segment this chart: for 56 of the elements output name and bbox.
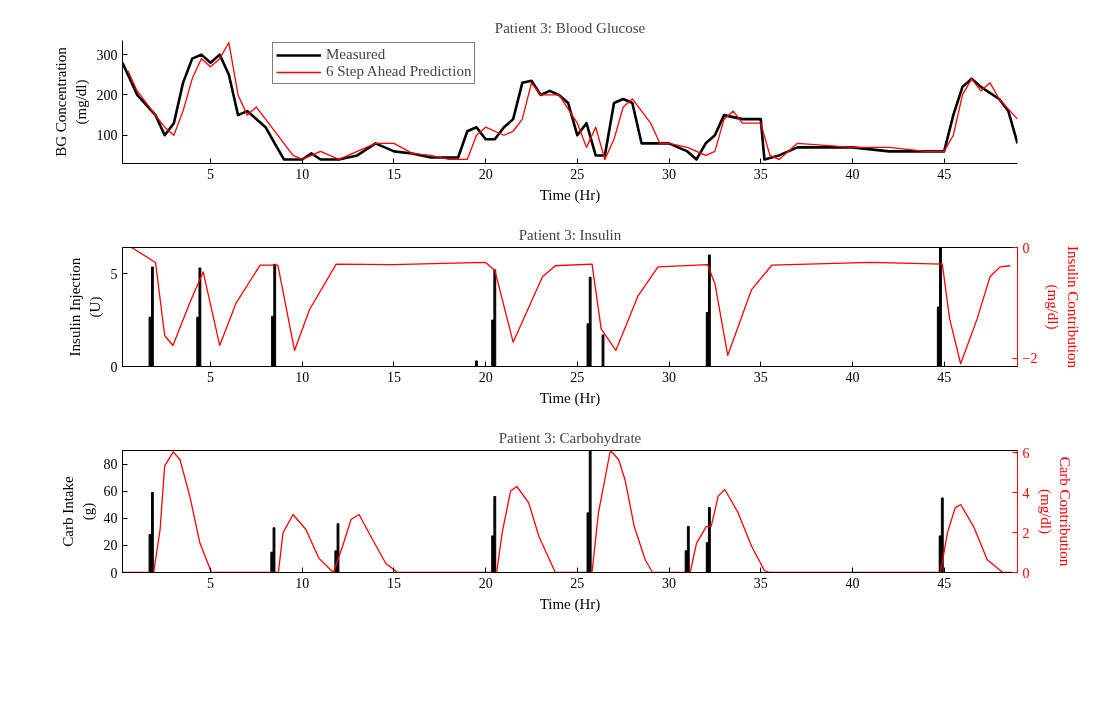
x-tick-label: 5 [207,369,215,385]
y2-tick-label: 4 [1022,485,1030,501]
x-tick-label: 5 [207,575,215,591]
y-tick-label: 5 [110,266,118,282]
x-tick-label: 20 [478,369,493,385]
x-tick-label: 20 [478,166,493,182]
legend-label: Measured [326,46,386,63]
y-tick-label: 0 [110,359,118,375]
x-tick-label: 10 [295,369,310,385]
y-tick-label: 40 [103,511,118,527]
y2-tick-label: 6 [1022,445,1030,461]
y-tick-label: 100 [96,128,118,144]
x-tick-label: 25 [570,369,585,385]
y-tick-label: 60 [103,484,118,500]
x-tick-label: 40 [845,369,860,385]
x-tick-label: 30 [662,575,677,591]
x-tick-label: 25 [570,575,585,591]
x-tick-label: 20 [478,575,493,591]
y-tick-label: 80 [103,457,118,473]
x-tick-label: 10 [295,575,310,591]
y-tick-label: 20 [103,538,118,554]
x-tick-label: 30 [662,369,677,385]
x-tick-label: 45 [937,369,952,385]
y2-tick-label: −2 [1022,351,1038,367]
x-tick-label: 30 [662,166,677,182]
x-axis-title: Time (Hr) [539,389,601,407]
y2-axis-title: Insulin Contribution (mg/dl) [1044,245,1081,369]
y-tick-label: 0 [110,565,118,581]
x-tick-label: 45 [937,166,952,182]
x-tick-label: 35 [753,166,768,182]
x-tick-label: 25 [570,166,585,182]
x-tick-label: 35 [753,575,768,591]
chart-title: Patient 3: Insulin [518,226,622,243]
y-axis-title: Carb Intake (g) [60,475,97,547]
x-tick-label: 40 [845,166,860,182]
x-tick-label: 45 [937,575,952,591]
x-tick-label: 15 [386,166,401,182]
chart-title: Patient 3: Blood Glucose [494,19,646,36]
x-tick-label: 15 [386,369,401,385]
x-tick-label: 35 [753,369,768,385]
x-tick-label: 5 [207,166,215,182]
x-axis-title: Time (Hr) [539,186,601,204]
y2-tick-label: 2 [1022,525,1030,541]
y-tick-label: 300 [96,47,118,63]
legend-label: 6 Step Ahead Prediction [326,63,472,80]
x-axis-title: Time (Hr) [539,595,601,613]
y-axis-title: Insulin Injection (U) [67,257,104,357]
y-axis-title: BG Concentration (mg/dl) [53,46,90,157]
y-tick-label: 200 [96,87,118,103]
y2-tick-label: 0 [1022,565,1030,581]
x-tick-label: 40 [845,575,860,591]
x-tick-label: 15 [386,575,401,591]
y2-tick-label: 0 [1022,240,1030,256]
y2-axis-title: Carb Contribution (mg/dl) [1036,456,1073,567]
x-tick-label: 10 [295,166,310,182]
chart-title: Patient 3: Carbohydrate [498,429,642,446]
